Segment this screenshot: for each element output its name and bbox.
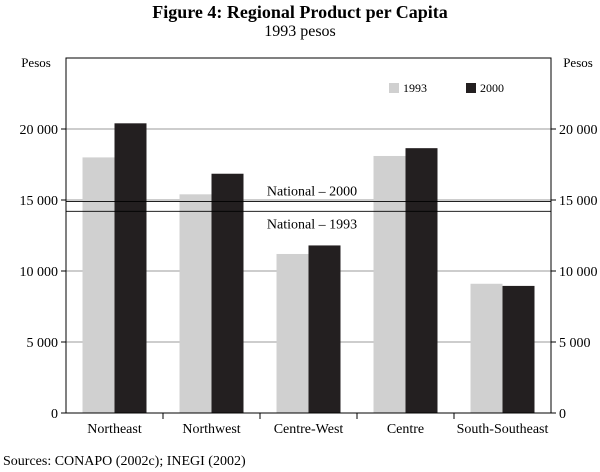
bar-2000 xyxy=(211,173,244,413)
y-tick-label-right: 10 000 xyxy=(559,265,598,280)
bar-1993 xyxy=(470,283,503,413)
bar-1993 xyxy=(82,157,115,413)
y-tick-label-left: 10 000 xyxy=(20,265,59,280)
legend-swatch-1993 xyxy=(389,83,399,93)
x-tick-label: South-Southeast xyxy=(457,422,549,437)
bar-2000 xyxy=(405,148,438,414)
legend-swatch-2000 xyxy=(466,83,476,93)
y-tick-label-right: 15 000 xyxy=(559,194,598,209)
legend-label: 2000 xyxy=(480,81,504,95)
x-tick-label: Northeast xyxy=(87,422,142,437)
chart-title: Figure 4: Regional Product per Capita xyxy=(152,2,448,22)
y-tick-label-right: 5 000 xyxy=(559,336,591,351)
y-tick-label-right: 0 xyxy=(559,407,566,422)
x-tick-label: Centre xyxy=(387,422,424,437)
reference-line-label: National – 1993 xyxy=(267,217,357,232)
y-tick-label-left: 15 000 xyxy=(20,194,59,209)
x-tick-label: Northwest xyxy=(182,422,240,437)
chart-source: Sources: CONAPO (2002c); INEGI (2002) xyxy=(3,454,246,469)
y-tick-label-left: 20 000 xyxy=(20,123,59,138)
bar-1993 xyxy=(179,194,212,413)
bar-2000 xyxy=(308,245,341,413)
x-tick-label: Centre-West xyxy=(274,422,344,437)
reference-line-label: National – 2000 xyxy=(267,184,357,199)
bar-2000 xyxy=(114,123,147,413)
plot-frame xyxy=(65,57,552,414)
y-axis-label-left: Pesos xyxy=(21,55,51,70)
y-tick-label-left: 0 xyxy=(51,407,58,422)
y-axis-label-right: Pesos xyxy=(563,55,593,70)
y-tick-label-right: 20 000 xyxy=(559,123,598,138)
y-tick-label-left: 5 000 xyxy=(27,336,59,351)
bar-1993 xyxy=(276,253,309,413)
chart-subtitle: 1993 pesos xyxy=(264,23,336,40)
legend-label: 1993 xyxy=(403,81,427,95)
bar-2000 xyxy=(502,285,535,413)
bar-1993 xyxy=(373,155,406,414)
